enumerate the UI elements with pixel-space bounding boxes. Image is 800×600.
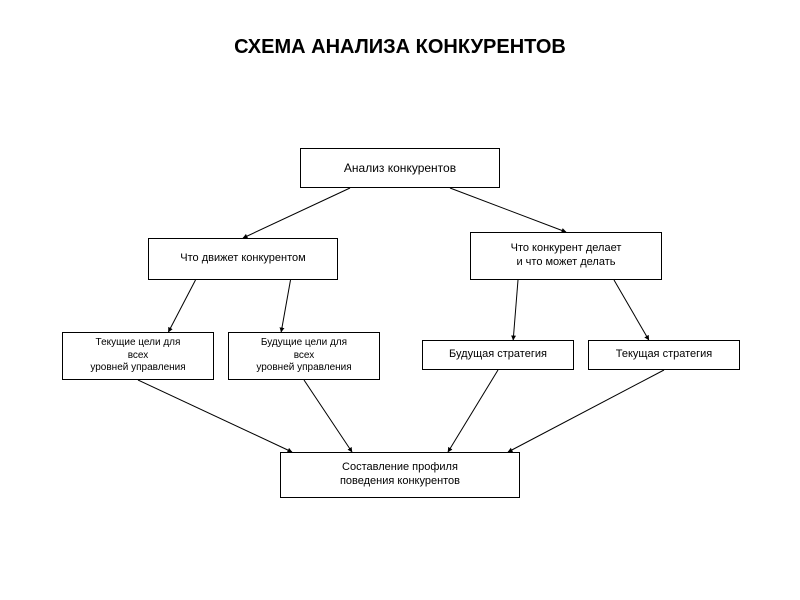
edge-right-leaf3 bbox=[513, 280, 518, 340]
node-right: Что конкурент делает и что может делать bbox=[470, 232, 662, 280]
edge-leaf3-bottom bbox=[448, 370, 498, 452]
edge-leaf1-bottom bbox=[138, 380, 292, 452]
edge-layer bbox=[0, 0, 800, 600]
node-label: Что движет конкурентом bbox=[180, 252, 305, 266]
edge-root-right bbox=[450, 188, 566, 232]
node-label: Что конкурент делает и что может делать bbox=[511, 242, 622, 270]
node-label: Будущая стратегия bbox=[449, 348, 547, 362]
edge-leaf4-bottom bbox=[508, 370, 664, 452]
node-label: Будущие цели для всех уровней управления bbox=[256, 337, 351, 375]
node-leaf1: Текущие цели для всех уровней управления bbox=[62, 332, 214, 380]
diagram-title: СХЕМА АНАЛИЗА КОНКУРЕНТОВ bbox=[0, 36, 800, 59]
edge-right-leaf4 bbox=[614, 280, 649, 340]
node-leaf4: Текущая стратегия bbox=[588, 340, 740, 370]
node-leaf2: Будущие цели для всех уровней управления bbox=[228, 332, 380, 380]
edge-left-leaf2 bbox=[281, 280, 290, 332]
node-label: Составление профиля поведения конкуренто… bbox=[340, 461, 460, 489]
edge-left-leaf1 bbox=[168, 280, 195, 332]
node-root: Анализ конкурентов bbox=[300, 148, 500, 188]
node-left: Что движет конкурентом bbox=[148, 238, 338, 280]
edge-leaf2-bottom bbox=[304, 380, 352, 452]
node-bottom: Составление профиля поведения конкуренто… bbox=[280, 452, 520, 498]
node-label: Анализ конкурентов bbox=[344, 161, 456, 176]
node-leaf3: Будущая стратегия bbox=[422, 340, 574, 370]
node-label: Текущая стратегия bbox=[616, 348, 713, 362]
node-label: Текущие цели для всех уровней управления bbox=[90, 337, 185, 375]
edge-root-left bbox=[243, 188, 350, 238]
